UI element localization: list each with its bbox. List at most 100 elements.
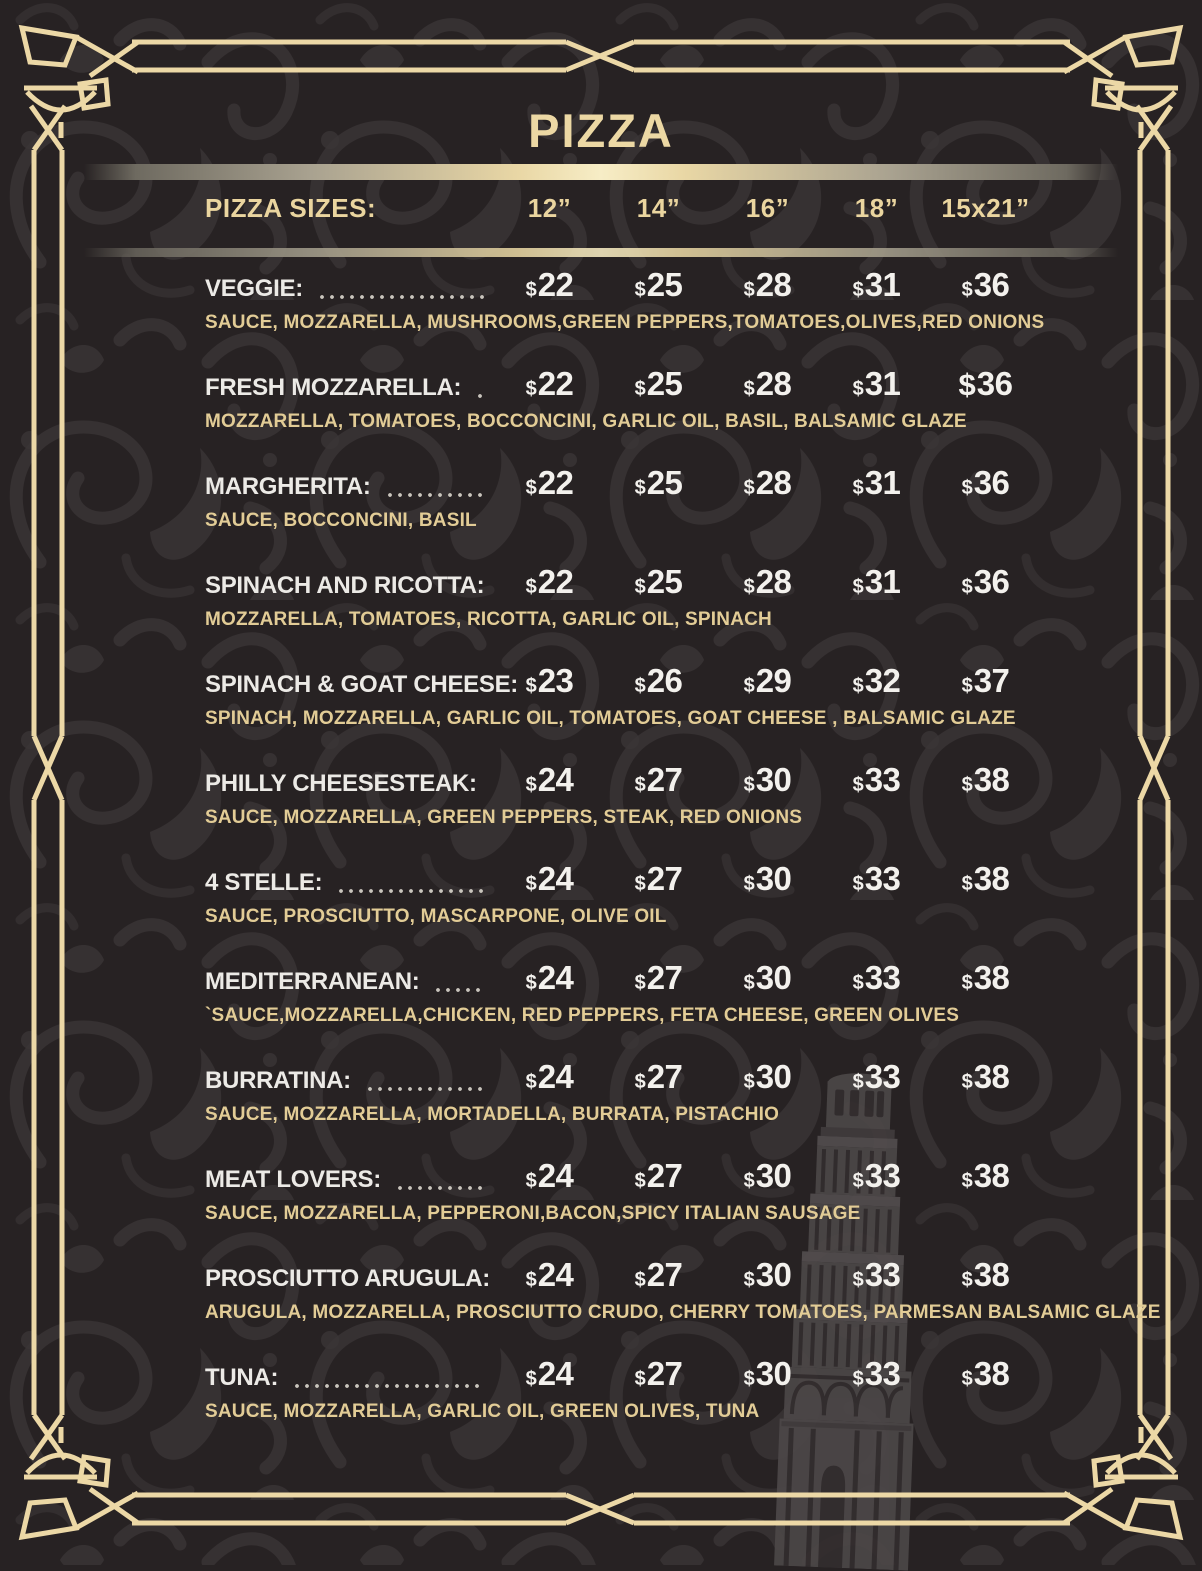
dollar-sign: $	[634, 378, 646, 400]
price-14in: $27	[604, 860, 713, 898]
dollar-sign: $	[961, 1269, 973, 1291]
price-value: 30	[755, 761, 792, 798]
dotted-leader	[364, 1085, 485, 1093]
price-15x21: $36	[931, 365, 1040, 403]
dollar-sign: $	[634, 1269, 646, 1291]
menu-item-description: SAUCE, MOZZARELLA, GARLIC OIL, GREEN OLI…	[205, 1401, 760, 1422]
price-16in: $28	[713, 365, 822, 403]
price-16in: $28	[713, 563, 822, 601]
price-12in: $24	[495, 1058, 604, 1096]
dollar-sign: $	[961, 675, 973, 697]
price-value: 27	[646, 1355, 683, 1392]
dollar-sign: $	[525, 774, 537, 796]
price-15x21: $38	[931, 959, 1040, 997]
price-15x21: $38	[931, 1157, 1040, 1195]
price-value: 30	[755, 1256, 792, 1293]
price-16in: $30	[713, 1355, 822, 1393]
dollar-sign: $	[743, 279, 755, 301]
price-16in: $30	[713, 1256, 822, 1294]
dotted-leader	[292, 1382, 485, 1390]
price-value: 33	[864, 1058, 901, 1095]
menu-item-name: PHILLY CHEESESTEAK:	[205, 770, 477, 797]
price-value: 33	[864, 860, 901, 897]
dollar-sign: $	[743, 1368, 755, 1390]
price-value: 30	[755, 1355, 792, 1392]
price-18in: $33	[822, 761, 931, 799]
price-value: 36	[973, 266, 1010, 303]
price-18in: $31	[822, 266, 931, 304]
dotted-leader	[394, 1184, 485, 1192]
menu-item-name: 4 STELLE:	[205, 869, 323, 896]
menu-item-name-cell: SPINACH & GOAT CHEESE:	[205, 671, 518, 699]
menu-item-name-cell: MARGHERITA:	[205, 473, 495, 501]
price-14in: $25	[604, 365, 713, 403]
dollar-sign: $	[852, 1170, 864, 1192]
price-15x21: $37	[931, 662, 1040, 700]
gradient-divider-sizes	[84, 248, 1118, 257]
price-value: 27	[646, 860, 683, 897]
menu-item: BURRATINA: $24 $27 $30 $33 $38 SAUCE, MO…	[205, 1058, 1040, 1157]
dotted-leader	[316, 293, 485, 301]
price-12in: $24	[495, 959, 604, 997]
dollar-sign: $	[525, 873, 537, 895]
dollar-sign: $	[743, 675, 755, 697]
price-14in: $27	[604, 1355, 713, 1393]
menu-item: SPINACH & GOAT CHEESE: $23 $26 $29 $32 $…	[205, 662, 1040, 761]
menu-item-name: MEAT LOVERS:	[205, 1166, 381, 1193]
menu-item-name-cell: PHILLY CHEESESTEAK:	[205, 770, 495, 798]
price-16in: $29	[713, 662, 822, 700]
dollar-sign: $	[525, 1269, 537, 1291]
price-value: 27	[646, 1157, 683, 1194]
menu-item: PROSCIUTTO ARUGULA: $24 $27 $30 $33 $38 …	[205, 1256, 1160, 1355]
size-column-12: 12”	[527, 193, 572, 223]
price-value: 25	[646, 563, 683, 600]
price-12in: $22	[495, 365, 604, 403]
price-value: 28	[755, 464, 792, 501]
dollar-sign: $	[852, 1368, 864, 1390]
price-12in: $22	[495, 266, 604, 304]
price-15x21: $36	[931, 266, 1040, 304]
price-value: 22	[537, 464, 574, 501]
price-12in: $24	[495, 1157, 604, 1195]
price-value: 25	[646, 365, 683, 402]
price-18in: $32	[822, 662, 931, 700]
dollar-sign: $	[634, 1071, 646, 1093]
menu-item-description: SAUCE, BOCCONCINI, BASIL	[205, 510, 477, 531]
price-18in: $31	[822, 464, 931, 502]
size-column-18: 18”	[854, 193, 899, 223]
menu-item-name: BURRATINA:	[205, 1067, 351, 1094]
price-value: 27	[646, 1256, 683, 1293]
size-column-15x21: 15x21”	[941, 193, 1030, 223]
dotted-leader	[475, 392, 485, 400]
price-value: 29	[755, 662, 792, 699]
price-16in: $30	[713, 761, 822, 799]
dollar-sign: $	[634, 675, 646, 697]
dollar-sign: $	[852, 972, 864, 994]
gradient-divider-top	[84, 164, 1118, 180]
menu-item-name: FRESH MOZZARELLA:	[205, 374, 462, 401]
menu-item-description: MOZZARELLA, TOMATOES, BOCCONCINI, GARLIC…	[205, 411, 967, 432]
menu-item: VEGGIE: $22 $25 $28 $31 $36 SAUCE, MOZZA…	[205, 266, 1044, 365]
price-14in: $27	[604, 1058, 713, 1096]
pisa-tower-illustration	[774, 1073, 914, 1571]
menu-item: FRESH MOZZARELLA: $22 $25 $28 $31 $36 MO…	[205, 365, 1040, 464]
menu-item-description: SAUCE, MOZZARELLA, GREEN PEPPERS, STEAK,…	[205, 807, 803, 828]
price-12in: $23	[495, 662, 604, 700]
price-value: 36	[973, 464, 1010, 501]
price-12in: $24	[495, 860, 604, 898]
price-16in: $30	[713, 860, 822, 898]
price-14in: $27	[604, 1157, 713, 1195]
price-value: 38	[973, 761, 1010, 798]
price-value: 37	[973, 662, 1010, 699]
price-14in: $25	[604, 266, 713, 304]
price-value: 24	[537, 761, 574, 798]
menu-item-name-cell: VEGGIE:	[205, 275, 495, 303]
menu-item-name-cell: TUNA:	[205, 1364, 495, 1392]
price-14in: $25	[604, 563, 713, 601]
price-18in: $33	[822, 1355, 931, 1393]
page-title: PIZZA	[528, 104, 674, 157]
menu-item-description: SAUCE, MOZZARELLA, MORTADELLA, BURRATA, …	[205, 1104, 780, 1125]
